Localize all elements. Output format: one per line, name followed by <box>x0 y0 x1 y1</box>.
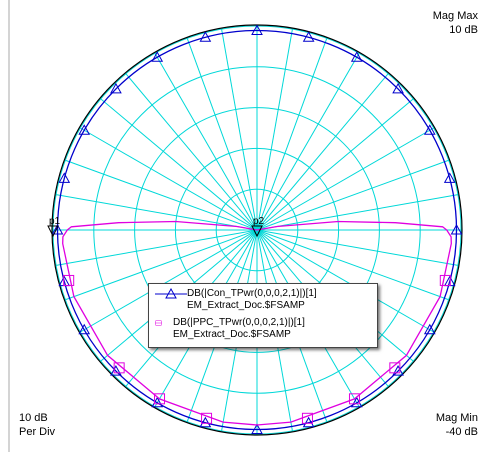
grid-spoke <box>65 229 258 301</box>
triangle-marker <box>78 124 91 135</box>
square-marker <box>113 362 125 374</box>
legend-series-2-source: EM_Extract_Doc.$FSAMP <box>173 329 291 340</box>
triangle-marker <box>199 31 212 42</box>
square-marker <box>301 412 313 424</box>
per-div-value: 10 dB <box>19 412 48 424</box>
grid-spoke <box>256 38 328 231</box>
grid-spoke <box>56 229 258 266</box>
grid-spoke <box>256 229 434 333</box>
grid-spoke <box>256 229 449 301</box>
marker-p1 <box>47 225 59 238</box>
grid-spoke <box>80 229 258 333</box>
mag-min-readout: Mag Min -40 dB <box>436 411 478 439</box>
triangle-marker <box>110 365 122 376</box>
mag-max-label: Mag Max <box>432 10 478 22</box>
grid-spoke <box>65 159 258 231</box>
triangle-marker <box>350 51 363 62</box>
triangle-marker <box>78 323 91 335</box>
grid-spoke <box>80 127 258 231</box>
grid-spoke <box>56 194 258 231</box>
mag-max-value: 10 dB <box>449 24 478 36</box>
marker-label-p2: p2 <box>253 216 265 227</box>
grid-spoke <box>256 127 434 231</box>
triangle-marker <box>443 172 456 183</box>
square-marker <box>201 412 213 424</box>
triangle-marker <box>450 223 463 235</box>
grid-spoke <box>186 38 258 231</box>
chart-legend[interactable]: DB(|Con_TPwr(0,0,0,2,1)|)[1] EM_Extract_… <box>148 283 378 348</box>
series-line-ppc-tpwr <box>62 220 452 426</box>
triangle-marker <box>151 51 164 62</box>
grid-spoke <box>256 194 458 231</box>
square-marker-icon <box>155 320 162 326</box>
per-div-label: Per Div <box>19 426 56 438</box>
grid-spoke <box>256 229 458 266</box>
grid-spoke <box>256 73 389 231</box>
triangle-marker <box>58 172 71 183</box>
triangle-marker-icon <box>155 288 187 299</box>
triangle-marker <box>251 423 263 435</box>
left-border <box>8 0 10 452</box>
triangle-marker <box>423 323 436 335</box>
grid-spoke <box>256 29 293 231</box>
triangle-marker <box>302 31 315 42</box>
mag-max-readout: Mag Max 10 dB <box>433 9 478 37</box>
triangle-marker <box>51 223 64 235</box>
legend-series-1-source: EM_Extract_Doc.$FSAMP <box>187 300 305 311</box>
grid-spoke <box>125 73 258 231</box>
triangle-marker <box>392 82 404 94</box>
series-line-con-tpwr <box>56 29 458 431</box>
grid-spoke <box>221 29 258 231</box>
triangle-marker <box>392 365 404 376</box>
mag-min-value: -40 dB <box>445 426 478 438</box>
grid-spoke <box>256 98 414 231</box>
square-marker <box>439 274 451 286</box>
marker-p2 <box>251 225 263 238</box>
legend-series-1-name: DB(|Con_TPwr(0,0,0,2,1)|)[1] <box>187 288 317 299</box>
legend-series-2-name: DB(|PPC_TPwr(0,0,0,2,1)|)[1] <box>173 317 305 328</box>
triangle-marker <box>110 82 122 94</box>
marker-label-p1: p1 <box>49 216 61 227</box>
square-marker <box>389 362 401 374</box>
square-marker <box>154 393 166 405</box>
grid-spoke <box>256 159 449 231</box>
square-marker <box>63 274 75 286</box>
mag-min-label: Mag Min <box>435 412 478 424</box>
triangle-marker <box>302 416 315 428</box>
grid-spoke <box>100 98 258 231</box>
triangle-marker <box>423 124 436 135</box>
grid-spoke <box>154 53 258 231</box>
triangle-marker <box>199 416 212 428</box>
square-marker <box>348 393 360 405</box>
triangle-marker <box>251 24 263 35</box>
per-div-readout: 10 dB Per Div <box>19 411 55 439</box>
grid-spoke <box>256 53 360 231</box>
